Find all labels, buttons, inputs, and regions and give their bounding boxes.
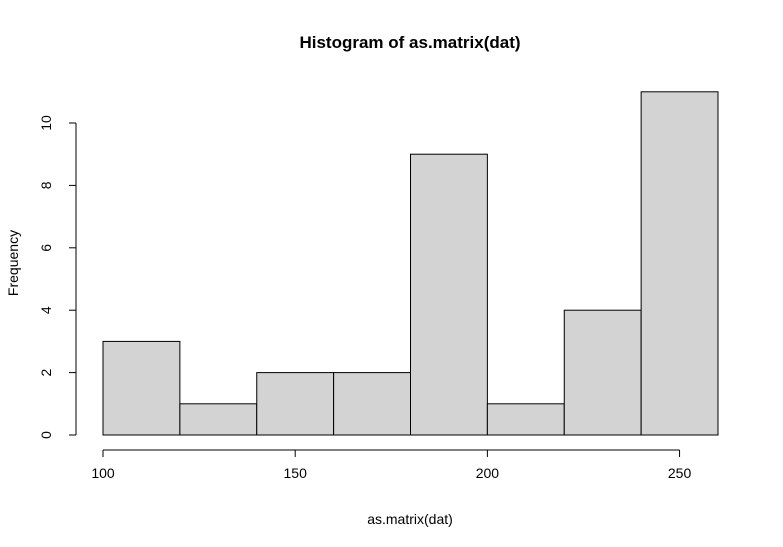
histogram-bar-3 — [333, 372, 411, 436]
y-tick-label-8: 8 — [38, 181, 54, 189]
x-axis: 100 150 200 250 — [91, 449, 692, 481]
x-tick-label-250: 250 — [668, 465, 692, 481]
x-tick-label-150: 150 — [284, 465, 308, 481]
histogram-bar-0 — [102, 340, 181, 436]
x-tick-label-200: 200 — [476, 465, 500, 481]
y-tick-label-10: 10 — [38, 115, 54, 131]
y-tick-label-2: 2 — [38, 368, 54, 376]
y-tick-label-0: 0 — [38, 431, 54, 439]
x-axis-label: as.matrix(dat) — [367, 511, 453, 527]
histogram-bar-6 — [563, 309, 642, 436]
histogram-bar-5 — [486, 403, 565, 436]
x-tick-label-100: 100 — [91, 465, 115, 481]
y-axis: 0 2 4 6 8 10 — [38, 115, 77, 439]
histogram-bar-4 — [410, 153, 488, 436]
y-tick-label-4: 4 — [38, 306, 54, 314]
chart-title: Histogram of as.matrix(dat) — [299, 33, 520, 52]
y-axis-label: Frequency — [5, 230, 21, 296]
histogram-bar-7 — [640, 91, 719, 436]
y-tick-label-6: 6 — [38, 244, 54, 252]
bars-group — [102, 91, 719, 436]
histogram-bar-1 — [179, 403, 258, 436]
histogram-bar-2 — [256, 372, 335, 436]
